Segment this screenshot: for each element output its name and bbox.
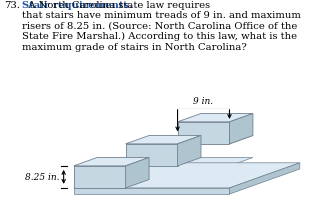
Text: A North Carolina state law requires
that stairs have minimum treads of 9 in. and: A North Carolina state law requires that…	[22, 1, 300, 51]
Text: Stair requirements.: Stair requirements.	[22, 1, 132, 10]
Polygon shape	[126, 136, 201, 144]
Polygon shape	[229, 114, 253, 144]
Polygon shape	[229, 163, 300, 194]
Polygon shape	[74, 166, 126, 188]
Polygon shape	[178, 122, 229, 144]
Text: 9 in.: 9 in.	[193, 96, 214, 105]
Polygon shape	[74, 158, 149, 166]
Polygon shape	[178, 136, 201, 166]
Text: 73.: 73.	[4, 1, 20, 10]
Text: 8.25 in.: 8.25 in.	[25, 173, 60, 181]
Polygon shape	[126, 158, 149, 188]
Polygon shape	[178, 114, 253, 122]
Polygon shape	[126, 158, 253, 166]
Polygon shape	[178, 136, 253, 144]
Polygon shape	[126, 144, 178, 166]
Polygon shape	[74, 188, 229, 194]
Polygon shape	[74, 163, 300, 188]
